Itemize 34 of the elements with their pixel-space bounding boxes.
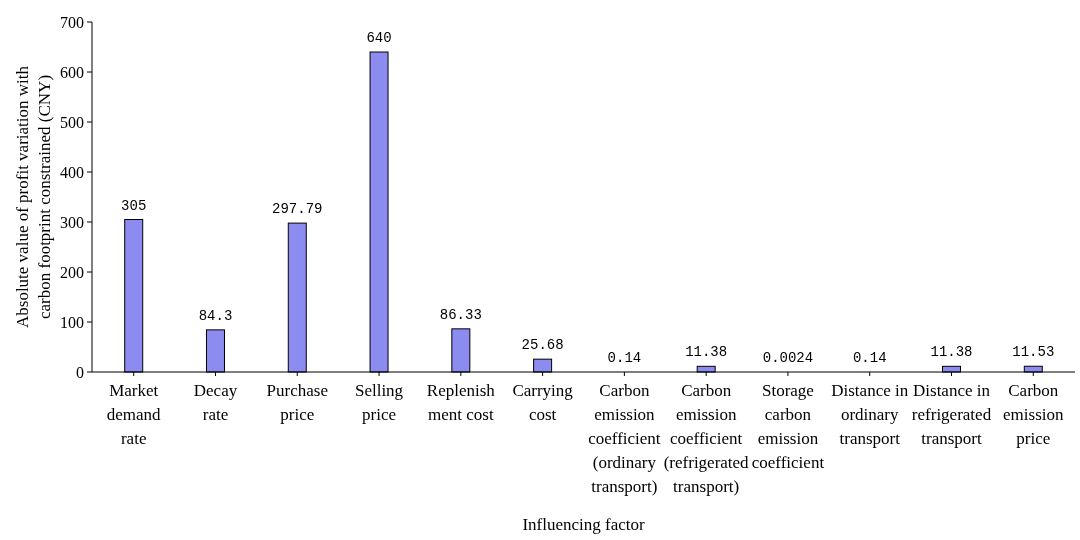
y-tick-label: 400: [60, 163, 84, 181]
x-tick-label: Storage carbon emission coefficient: [751, 381, 825, 472]
x-tick-label: Purchase price: [266, 381, 328, 424]
data-label: 297.79: [272, 201, 323, 218]
data-label: 640: [366, 30, 392, 46]
x-tick-label: Distance in ordinary transport: [831, 381, 909, 448]
x-tick-label: Market demand rate: [106, 381, 162, 448]
data-label: 305: [121, 197, 147, 214]
x-tick-label: Carbon emission price: [1003, 381, 1065, 448]
y-tick-label: 500: [60, 113, 84, 131]
data-label: 0.14: [607, 349, 642, 366]
y-tick-label: 100: [60, 313, 84, 331]
x-tick-label: Distance in refrigerated transport: [911, 381, 992, 448]
x-tick-label: Selling price: [354, 381, 404, 424]
data-label: 11.53: [1012, 344, 1055, 361]
x-tick-label: Carrying cost: [512, 381, 574, 424]
data-label: 84.3: [198, 307, 233, 324]
data-label: 11.38: [685, 344, 728, 361]
data-label: 86.33: [439, 306, 482, 323]
y-tick-label: 200: [60, 263, 84, 281]
y-tick-label: 700: [60, 13, 84, 31]
y-tick-label: 0: [76, 363, 84, 381]
data-label: 25.68: [521, 337, 564, 354]
y-tick-label: 300: [60, 213, 84, 231]
data-label: 11.38: [930, 344, 973, 361]
x-axis-title: Influencing factor: [522, 515, 645, 534]
x-tick-label: Carbon emission coefficient (refrigerated transport): [663, 381, 750, 496]
x-tick-label: Carbon emission coefficient (ordinary transport): [588, 381, 661, 496]
y-tick-label: 600: [60, 63, 84, 81]
x-tick-label: Replenish ment cost: [426, 381, 496, 424]
data-label: 0.14: [852, 349, 887, 366]
y-axis-title: Absolute value of profit variation with carbon footprint constrained (CNY): [13, 65, 54, 329]
x-tick-label: Decay rate: [193, 381, 238, 424]
data-label: 0.0024: [762, 350, 814, 366]
